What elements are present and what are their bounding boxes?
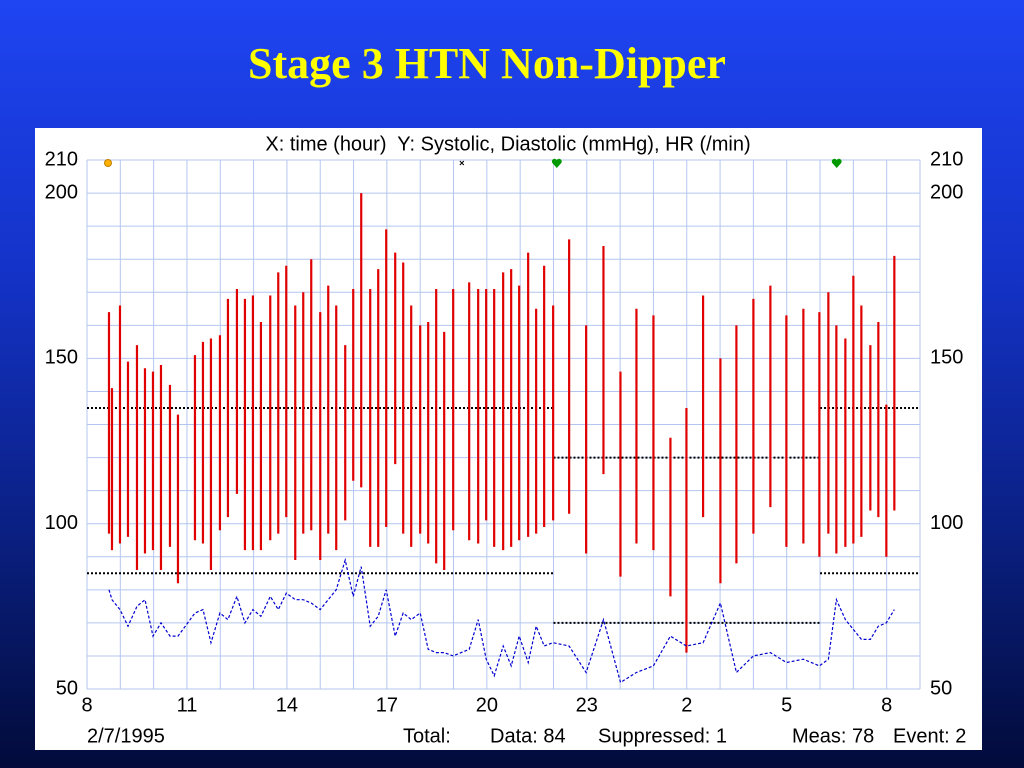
event-marker xyxy=(459,160,465,166)
x-tick-label: 11 xyxy=(177,694,198,716)
y2-tick-label: 210 xyxy=(930,148,963,170)
y-tick-label: 50 xyxy=(56,677,78,699)
y-tick-label: 200 xyxy=(45,181,78,203)
chart-panel xyxy=(35,128,982,750)
footer-event: Event: 2 xyxy=(893,725,966,747)
hr-line xyxy=(108,557,895,684)
footer-meas: Meas: 78 xyxy=(792,725,874,747)
x-tick-label: 20 xyxy=(476,694,498,716)
y-tick-label: 150 xyxy=(45,347,78,369)
slide-title: Stage 3 HTN Non-Dipper xyxy=(248,39,726,88)
y2-tick-label: 150 xyxy=(930,347,963,369)
event-marker xyxy=(831,158,842,168)
chart-subtitle: X: time (hour) Y: Systolic, Diastolic (m… xyxy=(265,133,750,155)
x-tick-label: 5 xyxy=(781,694,792,716)
event-marker xyxy=(103,159,112,167)
x-tick-label: 23 xyxy=(576,694,598,716)
y2-tick-label: 200 xyxy=(930,181,963,203)
x-tick-label: 8 xyxy=(881,694,892,716)
x-tick-label: 14 xyxy=(276,694,298,716)
x-tick-label: 2 xyxy=(681,694,692,716)
footer-total: Total: xyxy=(403,725,451,747)
x-tick-label: 8 xyxy=(81,694,92,716)
x-tick-label: 17 xyxy=(376,694,398,716)
y-tick-label: 210 xyxy=(45,148,78,170)
footer-date: 2/7/1995 xyxy=(87,725,165,747)
footer-data: Data: 84 xyxy=(490,725,566,747)
y2-tick-label: 100 xyxy=(930,512,963,534)
y2-tick-label: 50 xyxy=(930,677,952,699)
y-tick-label: 100 xyxy=(45,512,78,534)
event-marker xyxy=(551,158,562,168)
footer-suppressed: Suppressed: 1 xyxy=(598,725,727,747)
